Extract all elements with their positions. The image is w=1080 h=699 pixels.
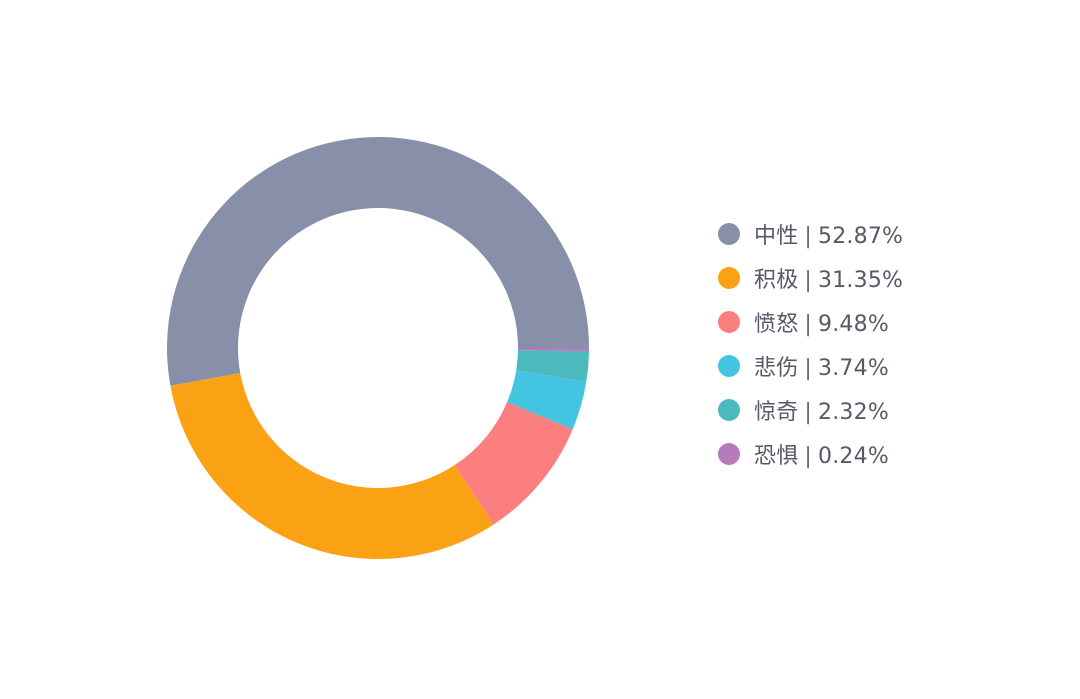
legend-separator: | bbox=[804, 444, 813, 469]
donut-slice-2[interactable] bbox=[454, 401, 573, 525]
legend-category: 惊奇 bbox=[754, 400, 799, 425]
legend-swatch bbox=[718, 443, 740, 465]
legend-label: 恐惧 | 0.24% bbox=[754, 438, 889, 470]
legend-item-3[interactable]: 悲伤 | 3.74% bbox=[718, 344, 1048, 388]
donut-slice-0[interactable] bbox=[166, 137, 589, 386]
donut-slices bbox=[166, 137, 589, 559]
chart-legend: 中性 | 52.87% 积极 | 31.35% 愤怒 | 9.48% 悲伤 | 3.74% 惊奇 | 2.3… bbox=[718, 212, 1048, 476]
legend-label: 悲伤 | 3.74% bbox=[754, 350, 889, 382]
legend-item-0[interactable]: 中性 | 52.87% bbox=[718, 212, 1048, 256]
legend-value: 31.35% bbox=[818, 268, 904, 293]
legend-value: 0.24% bbox=[818, 444, 889, 469]
legend-swatch bbox=[718, 355, 740, 377]
legend-value: 2.32% bbox=[818, 400, 889, 425]
legend-separator: | bbox=[804, 224, 813, 249]
legend-item-1[interactable]: 积极 | 31.35% bbox=[718, 256, 1048, 300]
donut-slice-4[interactable] bbox=[516, 350, 589, 382]
legend-separator: | bbox=[804, 312, 813, 337]
legend-label: 愤怒 | 9.48% bbox=[754, 306, 889, 338]
legend-category: 悲伤 bbox=[754, 356, 799, 381]
legend-swatch bbox=[718, 311, 740, 333]
donut-slice-3[interactable] bbox=[507, 370, 587, 430]
donut-slice-1[interactable] bbox=[170, 373, 494, 559]
legend-item-5[interactable]: 恐惧 | 0.24% bbox=[718, 432, 1048, 476]
legend-separator: | bbox=[804, 356, 813, 381]
legend-swatch bbox=[718, 399, 740, 421]
legend-value: 52.87% bbox=[818, 224, 904, 249]
donut-slice-5[interactable] bbox=[517, 348, 589, 352]
legend-swatch bbox=[718, 223, 740, 245]
legend-separator: | bbox=[804, 268, 813, 293]
legend-category: 愤怒 bbox=[754, 312, 799, 337]
legend-category: 积极 bbox=[754, 268, 799, 293]
legend-value: 3.74% bbox=[818, 356, 889, 381]
legend-separator: | bbox=[804, 400, 813, 425]
legend-item-2[interactable]: 愤怒 | 9.48% bbox=[718, 300, 1048, 344]
legend-swatch bbox=[718, 267, 740, 289]
legend-label: 积极 | 31.35% bbox=[754, 262, 903, 294]
legend-label: 惊奇 | 2.32% bbox=[754, 394, 889, 426]
legend-label: 中性 | 52.87% bbox=[754, 218, 903, 250]
legend-item-4[interactable]: 惊奇 | 2.32% bbox=[718, 388, 1048, 432]
legend-category: 恐惧 bbox=[754, 444, 799, 469]
legend-category: 中性 bbox=[754, 224, 799, 249]
legend-value: 9.48% bbox=[818, 312, 889, 337]
